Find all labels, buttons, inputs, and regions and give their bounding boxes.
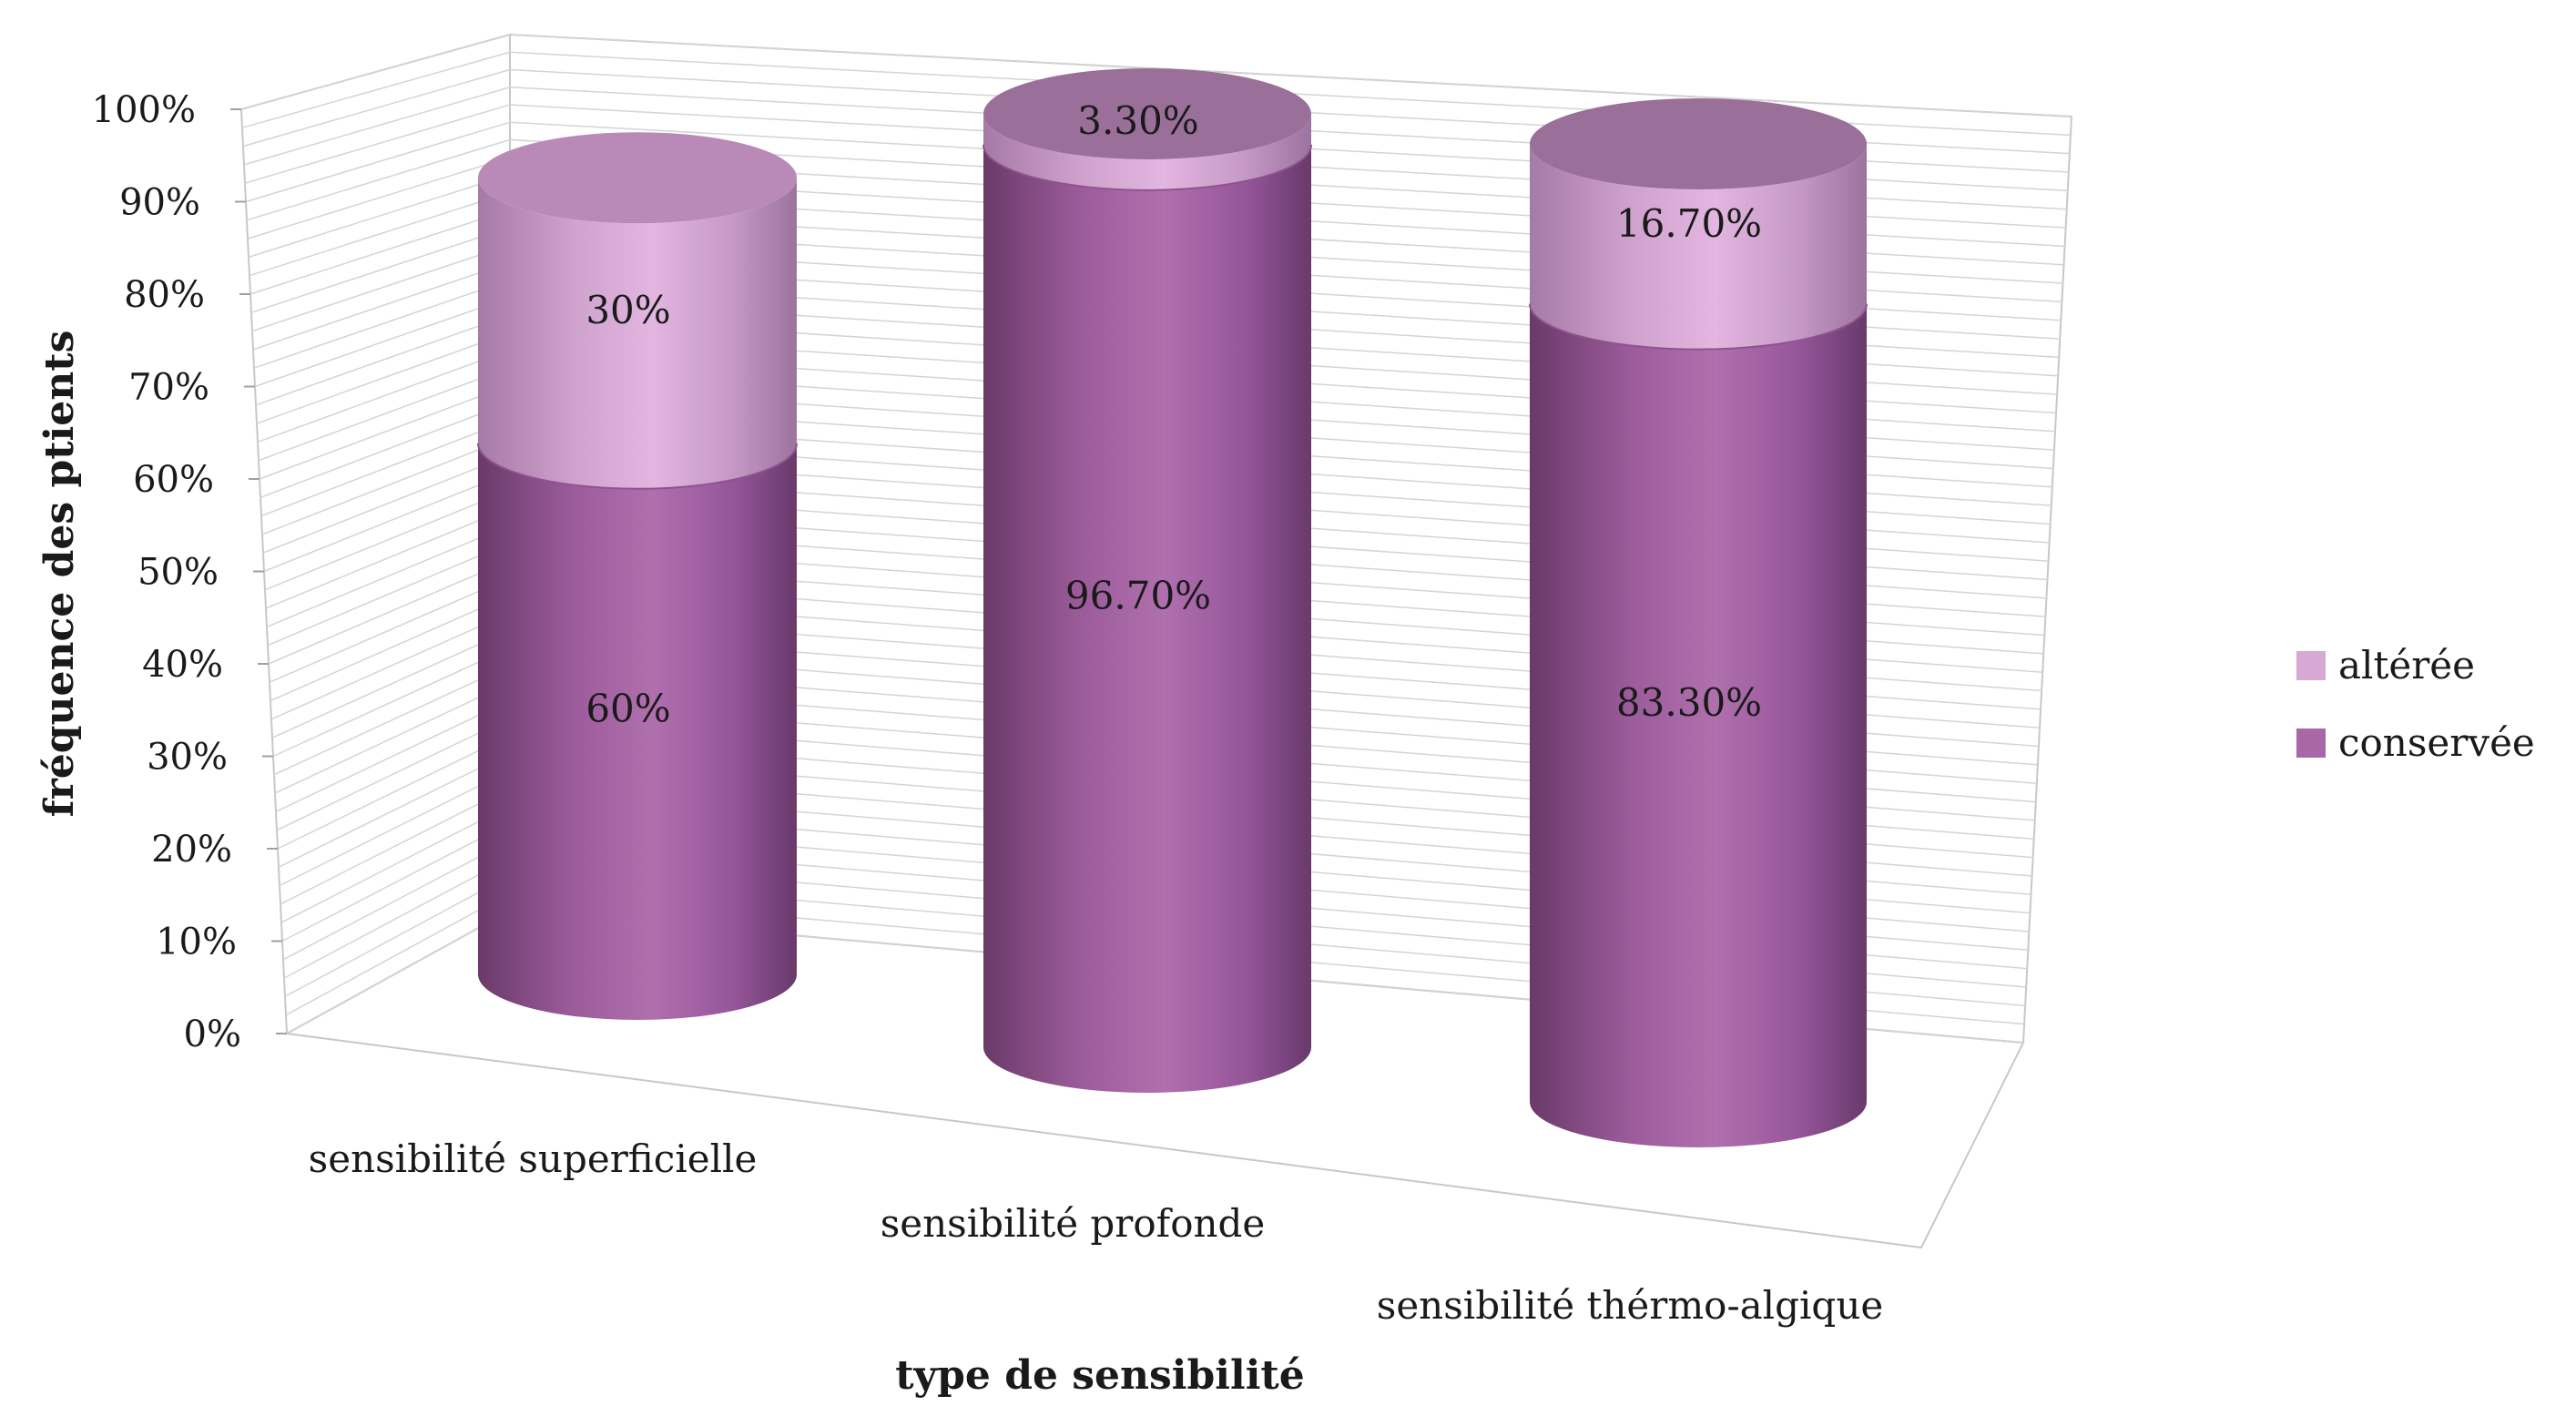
gridline <box>240 34 2072 117</box>
category-labels: sensibilité superficielle sensibilité pro… <box>309 1136 1884 1328</box>
y-tick-label: 10% <box>156 922 237 963</box>
bar-cylinder: 60% 30% <box>477 132 798 1020</box>
y-tick-label: 20% <box>151 829 232 871</box>
segment-edge <box>983 144 1312 191</box>
y-tick-label: 50% <box>137 552 219 594</box>
bar-segment <box>478 178 797 489</box>
data-label: 16.70% <box>1616 201 1762 246</box>
y-tick-label: 40% <box>142 644 223 686</box>
x-axis-title: type de sensibilité <box>895 1352 1305 1399</box>
x-tick-label: sensibilité thérmo-algique <box>1377 1283 1883 1328</box>
segment-edge <box>477 443 798 490</box>
data-label: 83.30% <box>1616 680 1762 725</box>
legend-swatch <box>2296 728 2326 758</box>
segment-edge <box>1529 303 1868 351</box>
y-tick-label: 90% <box>119 182 200 224</box>
data-label: 30% <box>585 288 670 332</box>
bar-segment <box>1530 144 1867 350</box>
bar-top <box>478 132 797 224</box>
y-axis-ticks: 0% 10% 20% 30% 40% 50% 60% 70% 80% 90% 100% <box>92 89 287 1055</box>
x-tick-label: sensibilité profonde <box>881 1201 1266 1246</box>
bar-segment <box>983 144 1311 1094</box>
bar-top <box>1530 98 1867 189</box>
x-tick-label: sensibilité superficielle <box>309 1136 758 1181</box>
y-axis-title: fréquence des ptients <box>36 331 83 818</box>
bar-cylinder: 96.70% 3.30% <box>983 68 1312 1094</box>
legend: altérée conservée <box>2296 643 2535 765</box>
y-tick-label: 100% <box>92 89 196 131</box>
bars: 60% 30% 96.70% 3.30% 83.30% 16.70% <box>477 68 1868 1148</box>
legend-label: altérée <box>2338 643 2475 688</box>
y-tick-label: 70% <box>128 367 209 409</box>
side-wall <box>239 33 511 1035</box>
data-label: 3.30% <box>1077 98 1198 143</box>
bar-segment <box>478 443 797 1020</box>
data-label: 60% <box>585 686 670 730</box>
y-tick-label: 80% <box>124 274 205 316</box>
data-label: 96.70% <box>1065 573 1211 617</box>
legend-swatch <box>2296 651 2326 680</box>
y-tick-label: 60% <box>133 459 214 501</box>
gridline <box>241 51 2071 137</box>
bar-cylinder: 83.30% 16.70% <box>1529 98 1868 1148</box>
bar-segment <box>1530 303 1867 1148</box>
y-tick-label: 0% <box>184 1014 241 1055</box>
y-tick-label: 30% <box>147 737 228 779</box>
bar-segment <box>983 114 1311 190</box>
legend-label: conservée <box>2338 720 2535 765</box>
bar-top <box>983 68 1311 159</box>
